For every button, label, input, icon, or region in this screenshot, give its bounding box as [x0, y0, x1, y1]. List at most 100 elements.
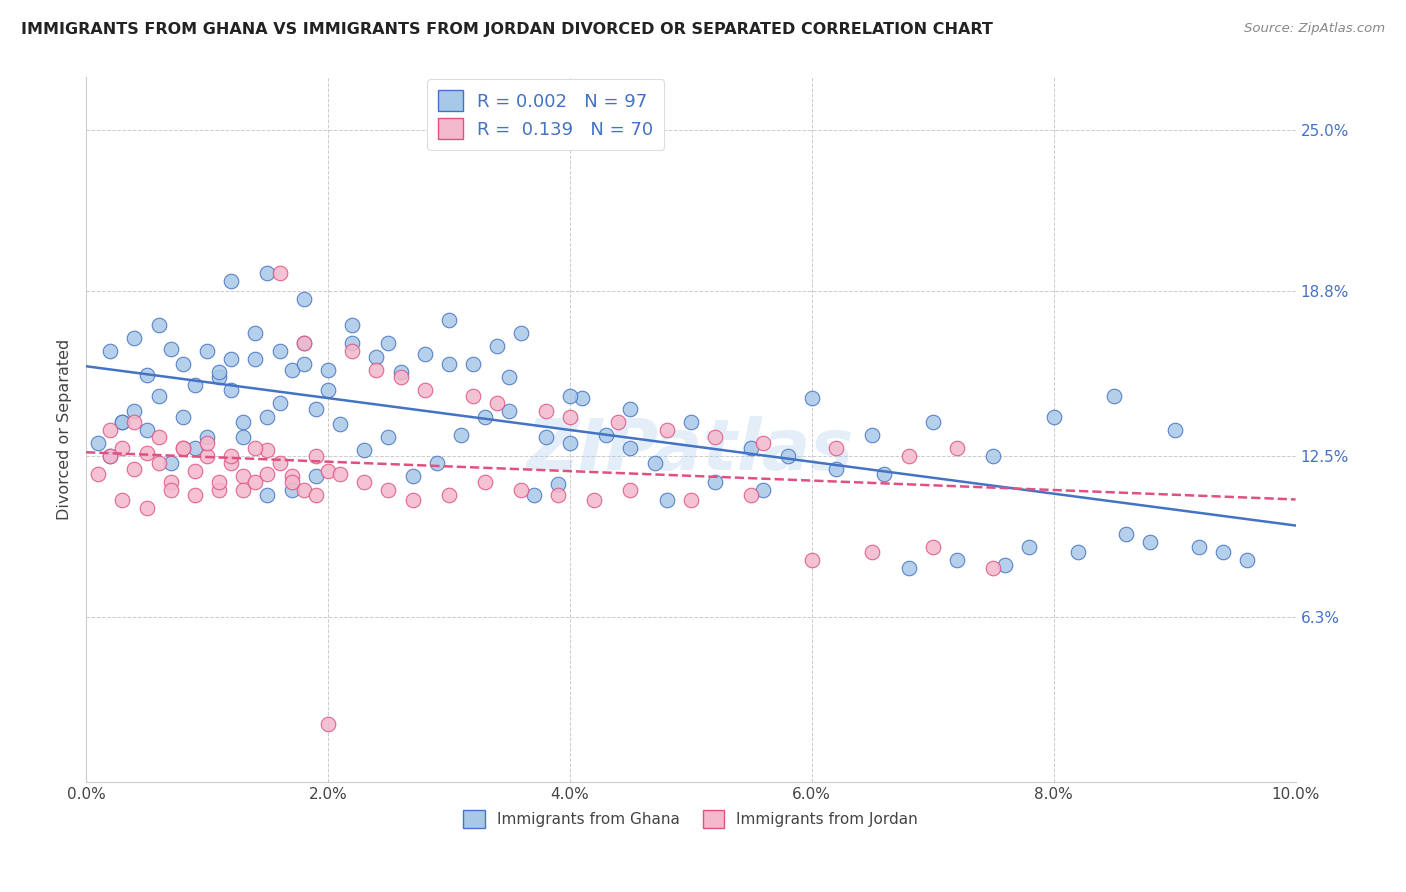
- Point: [994, 558, 1017, 573]
- Point: [486, 339, 509, 353]
- Point: [825, 461, 848, 475]
- Text: IMMIGRANTS FROM GHANA VS IMMIGRANTS FROM JORDAN DIVORCED OR SEPARATED CORRELATIO: IMMIGRANTS FROM GHANA VS IMMIGRANTS FROM…: [21, 22, 993, 37]
- Point: [437, 313, 460, 327]
- Point: [1115, 527, 1137, 541]
- Point: [340, 336, 363, 351]
- Point: [897, 561, 920, 575]
- Point: [292, 336, 315, 351]
- Point: [619, 441, 641, 455]
- Point: [644, 457, 666, 471]
- Point: [245, 475, 267, 489]
- Point: [329, 417, 352, 432]
- Point: [1102, 389, 1125, 403]
- Point: [159, 483, 181, 497]
- Point: [305, 488, 328, 502]
- Point: [401, 493, 423, 508]
- Point: [316, 717, 339, 731]
- Point: [135, 368, 157, 382]
- Point: [135, 423, 157, 437]
- Point: [292, 483, 315, 497]
- Point: [269, 344, 291, 359]
- Point: [619, 483, 641, 497]
- Point: [245, 352, 267, 367]
- Point: [98, 449, 121, 463]
- Point: [413, 384, 436, 398]
- Point: [1139, 534, 1161, 549]
- Point: [245, 326, 267, 340]
- Point: [232, 469, 254, 483]
- Point: [921, 540, 943, 554]
- Point: [340, 318, 363, 333]
- Point: [437, 357, 460, 371]
- Point: [1042, 409, 1064, 424]
- Point: [208, 370, 231, 384]
- Point: [366, 362, 388, 376]
- Point: [195, 430, 218, 444]
- Point: [316, 464, 339, 478]
- Point: [111, 441, 134, 455]
- Point: [413, 347, 436, 361]
- Point: [800, 391, 823, 405]
- Point: [547, 488, 569, 502]
- Point: [184, 464, 207, 478]
- Point: [111, 415, 134, 429]
- Point: [474, 475, 496, 489]
- Point: [195, 344, 218, 359]
- Point: [752, 435, 775, 450]
- Point: [124, 415, 146, 429]
- Point: [740, 441, 762, 455]
- Point: [547, 477, 569, 491]
- Point: [558, 389, 581, 403]
- Point: [1188, 540, 1211, 554]
- Point: [558, 435, 581, 450]
- Point: [124, 331, 146, 345]
- Point: [98, 344, 121, 359]
- Point: [474, 409, 496, 424]
- Point: [534, 430, 557, 444]
- Point: [366, 350, 388, 364]
- Point: [219, 384, 242, 398]
- Point: [256, 467, 278, 481]
- Point: [256, 409, 278, 424]
- Point: [159, 457, 181, 471]
- Point: [704, 475, 727, 489]
- Point: [184, 378, 207, 392]
- Point: [461, 389, 484, 403]
- Point: [704, 430, 727, 444]
- Point: [655, 423, 678, 437]
- Point: [897, 449, 920, 463]
- Point: [800, 553, 823, 567]
- Point: [523, 488, 546, 502]
- Point: [981, 561, 1004, 575]
- Point: [208, 483, 231, 497]
- Point: [280, 483, 302, 497]
- Point: [269, 457, 291, 471]
- Text: ZIPatlas: ZIPatlas: [527, 417, 855, 485]
- Point: [752, 483, 775, 497]
- Point: [316, 384, 339, 398]
- Point: [921, 415, 943, 429]
- Point: [558, 409, 581, 424]
- Text: Source: ZipAtlas.com: Source: ZipAtlas.com: [1244, 22, 1385, 36]
- Point: [329, 467, 352, 481]
- Point: [534, 404, 557, 418]
- Point: [498, 404, 520, 418]
- Point: [776, 449, 799, 463]
- Point: [486, 396, 509, 410]
- Point: [195, 449, 218, 463]
- Point: [148, 389, 170, 403]
- Point: [172, 441, 194, 455]
- Point: [232, 483, 254, 497]
- Point: [219, 274, 242, 288]
- Legend: Immigrants from Ghana, Immigrants from Jordan: Immigrants from Ghana, Immigrants from J…: [457, 804, 924, 834]
- Point: [450, 427, 472, 442]
- Point: [1212, 545, 1234, 559]
- Point: [1163, 423, 1185, 437]
- Point: [292, 336, 315, 351]
- Point: [172, 409, 194, 424]
- Point: [148, 430, 170, 444]
- Point: [184, 488, 207, 502]
- Point: [87, 435, 110, 450]
- Point: [825, 441, 848, 455]
- Point: [860, 427, 883, 442]
